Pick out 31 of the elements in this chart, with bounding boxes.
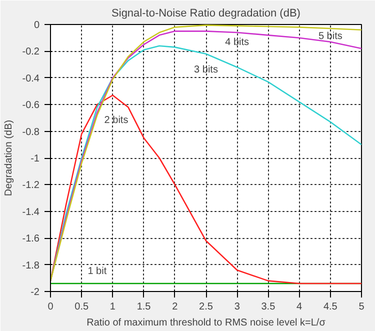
y-tick-label: -1.6 <box>22 234 40 245</box>
series-label: 4 bits <box>225 37 250 48</box>
y-tick-label: -0.2 <box>22 46 40 58</box>
y-tick-label: -0.4 <box>22 73 40 84</box>
x-axis-title: Ratio of maximum threshold to RMS noise level k=L/σ <box>86 318 326 328</box>
x-tick-label: 4.5 <box>323 302 338 312</box>
x-tick-label: 4 <box>296 302 303 312</box>
x-tick-label: 0 <box>48 302 54 312</box>
y-tick-label: -0.8 <box>22 126 40 138</box>
series-label: 1 bit <box>88 266 107 277</box>
line-series <box>50 94 362 284</box>
chart-title: Signal-to-Noise Ratio degradation (dB) <box>112 8 300 20</box>
series-label: 3 bits <box>194 64 218 76</box>
y-tick-label: -2 <box>30 287 40 298</box>
y-tick-label: -0.6 <box>22 100 40 112</box>
x-tick-label: 0.5 <box>74 302 89 312</box>
x-tick-label: 1.5 <box>136 302 152 312</box>
x-tick-label: 5 <box>358 302 365 312</box>
x-tick-label: 1 <box>110 302 116 312</box>
y-tick-label: -1.2 <box>22 180 40 192</box>
y-tick-label: -1.4 <box>22 206 40 218</box>
y-tick-label: -1.8 <box>22 260 40 272</box>
x-tick-label: 3.5 <box>261 302 276 312</box>
y-tick-label: 0 <box>34 20 40 31</box>
x-tick-label: 2 <box>172 302 178 312</box>
series-label: 5 bits <box>318 31 342 42</box>
x-tick-label: 2.5 <box>199 302 214 312</box>
y-axis-title: Degradation (dB) <box>3 120 14 196</box>
y-tick-label: -1 <box>30 154 40 164</box>
x-tick-label: 3 <box>234 302 240 312</box>
series-label: 2 bits <box>104 114 128 126</box>
